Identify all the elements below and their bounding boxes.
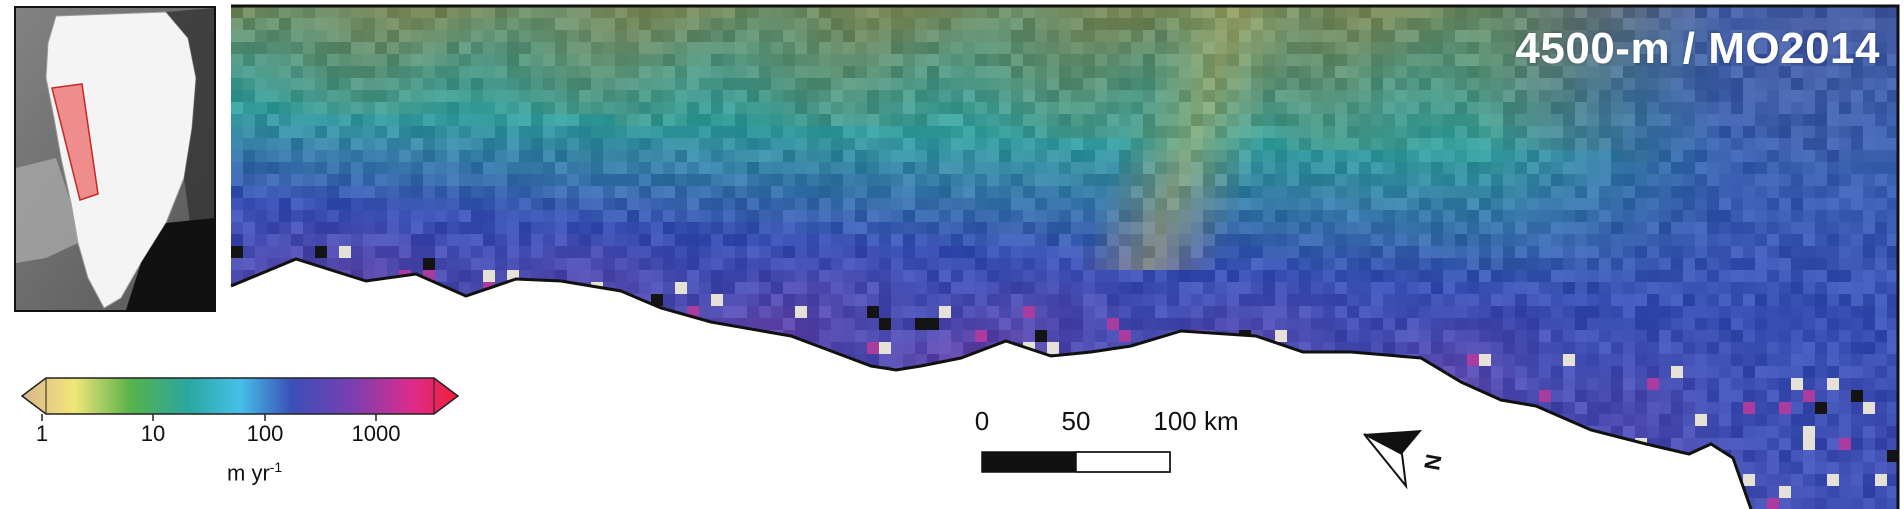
- colorbar-gradient: [20, 377, 460, 421]
- velocity-raster: [230, 4, 1900, 509]
- colorbar-tick-10: 10: [140, 421, 166, 446]
- colorbar-tick-1: 1: [35, 421, 49, 446]
- north-arrow: N: [1362, 428, 1452, 498]
- ice-margin-line: [230, 257, 1753, 509]
- study-region-box: [51, 83, 99, 201]
- north-arrow-icon: N: [1363, 430, 1446, 490]
- map-title: 4500-m / MO2014: [1515, 24, 1880, 73]
- map-frame: [231, 4, 1900, 509]
- greenland-locator-icon: [16, 8, 214, 310]
- scale-label-100: 100 km: [1153, 406, 1239, 436]
- colorbar-unit: m yr-1: [227, 459, 282, 486]
- scale-label-50: 50: [1061, 406, 1091, 436]
- velocity-colorbar: 1 10 100 1000 m yr-1: [20, 376, 460, 506]
- scale-bar: 0 50 100 km: [972, 406, 1262, 476]
- colorbar-tick-100: 100: [246, 421, 284, 446]
- colorbar-unit-base: m yr: [227, 460, 270, 486]
- inset-locator-map: [14, 6, 216, 312]
- velocity-map: 4500-m / MO2014: [230, 4, 1900, 509]
- colorbar-unit-exponent: -1: [269, 459, 283, 475]
- colorbar-tick-1000: 1000: [351, 421, 401, 446]
- scale-bar-graphic: [981, 451, 1171, 473]
- scale-label-0: 0: [974, 406, 990, 436]
- north-label: N: [1419, 452, 1446, 472]
